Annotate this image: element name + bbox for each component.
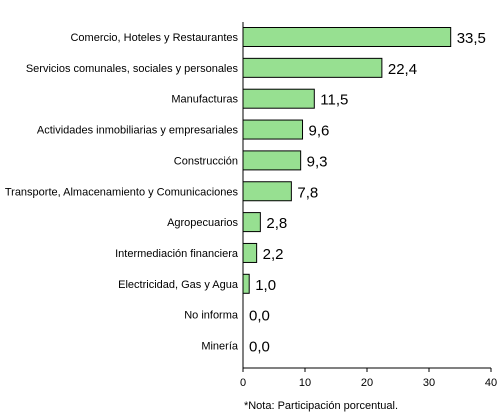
value-label: 0,0 (249, 308, 270, 325)
bar (242, 150, 302, 171)
category-label: Minería (201, 341, 239, 353)
category-label: No informa (184, 310, 239, 322)
value-label: 22,4 (388, 61, 417, 78)
chart-note: *Nota: Participación porcentual. (244, 400, 398, 412)
x-tick-label: 40 (485, 377, 497, 389)
category-labels-layer: Comercio, Hoteles y Restaurantes Servicio… (5, 32, 239, 353)
bar (242, 273, 250, 294)
bar (242, 119, 304, 140)
value-label: 9,6 (309, 123, 330, 140)
x-tick-label: 30 (423, 377, 435, 389)
bar (242, 242, 258, 263)
x-tick-label: 0 (240, 377, 246, 389)
x-tick-label: 20 (361, 377, 373, 389)
value-label: 7,8 (297, 184, 318, 201)
value-labels-layer: 33,5 22,4 11,5 9,6 9,3 7,8 2,8 2,2 1,0 0,0 0,0 (249, 30, 486, 356)
category-label: Actividades inmobiliarias y empresariale… (37, 125, 239, 137)
value-label: 1,0 (255, 277, 276, 294)
value-label: 11,5 (320, 92, 348, 109)
bar (242, 27, 452, 47)
category-label: Intermediación financiera (115, 248, 239, 260)
category-label: Servicios comunales, sociales y personal… (26, 63, 239, 75)
value-label: 2,2 (263, 246, 284, 263)
category-label: Electricidad, Gas y Agua (118, 279, 239, 291)
category-label: Agropecuarios (167, 217, 238, 229)
value-label: 33,5 (457, 30, 486, 47)
x-tick-label: 10 (299, 377, 311, 389)
value-label: 0,0 (249, 339, 270, 356)
category-label: Transporte, Almacenamiento y Comunicacio… (5, 186, 239, 198)
bar (242, 57, 383, 78)
value-label: 9,3 (307, 153, 328, 170)
bar (242, 88, 315, 109)
value-label: 2,8 (266, 215, 287, 232)
category-label: Comercio, Hoteles y Restaurantes (70, 32, 238, 44)
category-label: Manufacturas (171, 94, 238, 106)
axis-layer: 0 10 20 30 40 (240, 22, 497, 389)
category-label: Construcción (174, 155, 238, 167)
bar (242, 212, 261, 233)
bar (242, 181, 292, 202)
